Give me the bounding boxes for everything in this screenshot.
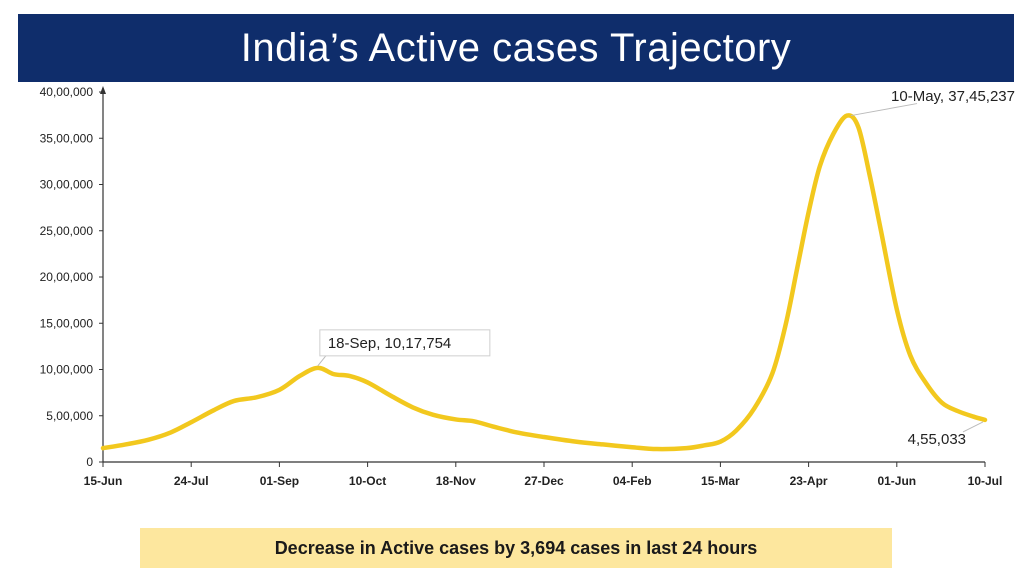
x-tick-label: 10-Jul — [968, 474, 1003, 488]
x-tick-label: 15-Mar — [701, 474, 740, 488]
x-tick-label: 24-Jul — [174, 474, 209, 488]
footer-text: Decrease in Active cases by 3,694 cases … — [274, 537, 758, 558]
y-tick-label: 20,00,000 — [40, 270, 94, 284]
latest-leader — [962, 421, 984, 433]
y-tick-label: 30,00,000 — [40, 178, 94, 192]
x-tick-label: 18-Nov — [436, 474, 476, 488]
x-tick-label: 10-Oct — [349, 474, 386, 488]
peak-1-label: 18-Sep, 10,17,754 — [328, 335, 451, 352]
peak-2-leader — [850, 103, 918, 117]
y-tick-label: 25,00,000 — [40, 224, 94, 238]
y-tick-label: 40,00,000 — [40, 85, 94, 99]
title-banner: India’s Active cases Trajectory — [18, 14, 1014, 82]
x-tick-label: 15-Jun — [84, 474, 123, 488]
peak-1-leader — [317, 355, 327, 367]
y-tick-label: 0 — [86, 455, 93, 469]
x-tick-label: 23-Apr — [790, 474, 828, 488]
chart-area: 0 5,00,000 10,00,000 15,00,000 20,00,000 25,0… — [0, 82, 1024, 502]
latest-value-label: 4,55,033 — [908, 431, 966, 448]
x-tick-label: 27-Dec — [524, 474, 564, 488]
peak-1-label-box — [319, 329, 491, 357]
peak-2-label: 10-May, 37,45,237 — [891, 88, 1015, 105]
x-tick-label: 04-Feb — [613, 474, 652, 488]
line-chart: 0 5,00,000 10,00,000 15,00,000 20,00,000 25,0… — [40, 85, 1015, 488]
y-axis-arrow — [100, 86, 106, 94]
y-tick-label: 10,00,000 — [40, 363, 94, 377]
y-tick-label: 35,00,000 — [40, 131, 94, 145]
x-tick-label: 01-Jun — [877, 474, 916, 488]
y-tick-label: 5,00,000 — [46, 409, 93, 423]
footer-banner: Decrease in Active cases by 3,694 cases … — [140, 528, 892, 568]
chart-title: India’s Active cases Trajectory — [240, 25, 792, 70]
series-line — [100, 113, 988, 452]
x-tick-label: 01-Sep — [260, 474, 299, 488]
y-tick-label: 15,00,000 — [40, 316, 94, 330]
